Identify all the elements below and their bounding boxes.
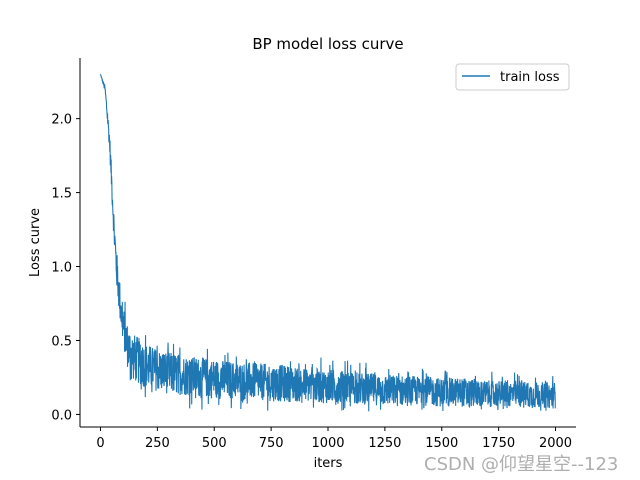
y-tick-label: 1.5 bbox=[51, 187, 72, 202]
y-tick-label: 2.0 bbox=[51, 113, 72, 128]
y-tick-label: 1.0 bbox=[51, 261, 72, 276]
y-tick-label: 0.0 bbox=[51, 408, 72, 423]
series-line-train-loss bbox=[99, 74, 556, 412]
x-tick-label: 1750 bbox=[482, 436, 515, 451]
x-tick-label: 2000 bbox=[539, 436, 572, 451]
x-tick-label: 1500 bbox=[425, 436, 458, 451]
x-axis-label: iters bbox=[314, 456, 343, 471]
y-axis-label: Loss curve bbox=[28, 208, 43, 277]
chart-title: BP model loss curve bbox=[252, 35, 403, 53]
x-tick-label: 250 bbox=[145, 436, 170, 451]
plot-area bbox=[99, 74, 556, 412]
x-tick-label: 0 bbox=[96, 436, 104, 451]
axes: 0 250 500 750 1000 1250 1500 1750 2000 0.0 0.5 1.0 1… bbox=[51, 58, 576, 451]
x-tick-label: 1250 bbox=[368, 436, 401, 451]
x-tick-label: 750 bbox=[259, 436, 284, 451]
x-tick-label: 500 bbox=[202, 436, 227, 451]
legend: train loss bbox=[455, 63, 570, 91]
legend-box bbox=[455, 63, 570, 91]
y-tick-label: 0.5 bbox=[51, 334, 72, 349]
watermark: CSDN @仰望星空--123 bbox=[424, 454, 619, 475]
legend-label-train-loss: train loss bbox=[500, 70, 560, 85]
x-tick-label: 1000 bbox=[311, 436, 344, 451]
